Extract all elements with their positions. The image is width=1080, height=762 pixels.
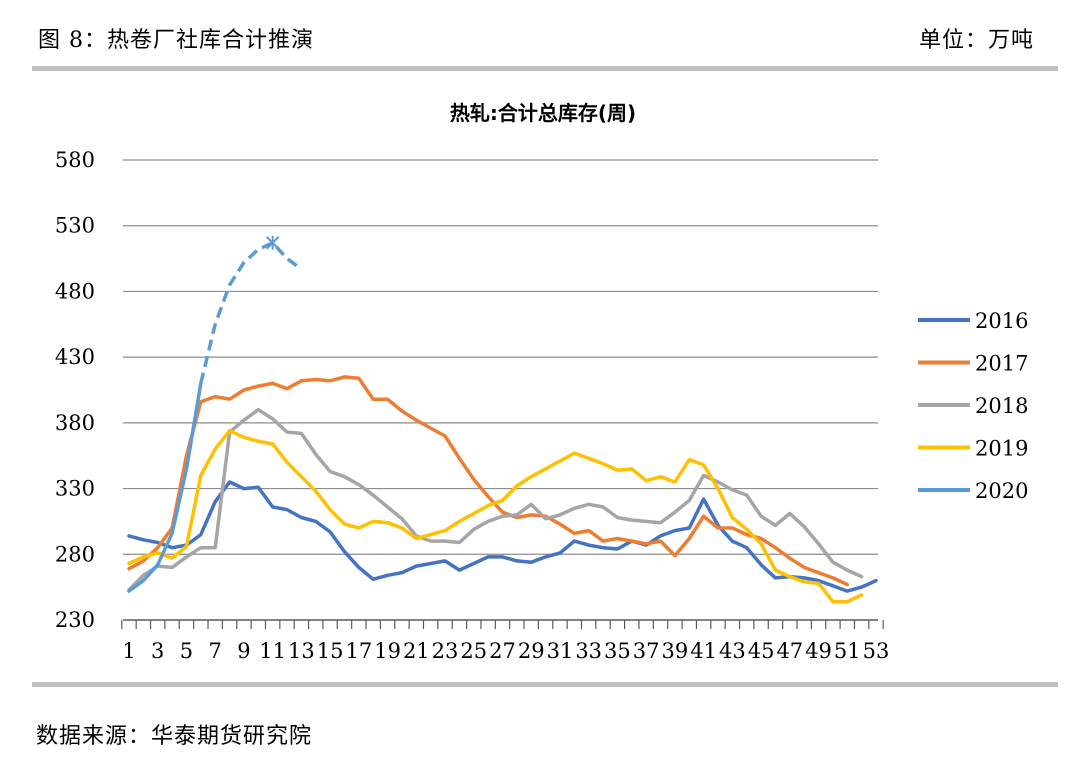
x-tick-label: 27 (489, 639, 516, 663)
legend-label-2017: 2017 (975, 352, 1028, 376)
x-tick-label: 33 (575, 639, 602, 663)
x-tick-label: 53 (863, 639, 890, 663)
legend-label-2020: 2020 (975, 479, 1028, 503)
x-tick-label: 5 (180, 639, 193, 663)
x-tick-label: 43 (719, 639, 746, 663)
x-tick-label: 49 (805, 639, 832, 663)
y-tick-label: 380 (55, 411, 95, 435)
x-tick-label: 9 (237, 639, 250, 663)
series-line-2020 (127, 381, 203, 593)
x-tick-label: 29 (518, 639, 545, 663)
x-tick-label: 1 (122, 639, 135, 663)
x-tick-label: 37 (633, 639, 660, 663)
x-tick-label: 47 (776, 639, 803, 663)
legend-label-2018: 2018 (975, 394, 1028, 418)
y-tick-label: 530 (55, 214, 95, 238)
figure-title: 图 8：热卷厂社库合计推演 (38, 28, 314, 53)
y-tick-label: 330 (55, 477, 95, 501)
x-tick-label: 7 (209, 639, 222, 663)
chart-title: 热轧:合计总库存(周) (450, 101, 636, 125)
series-line-2016 (127, 480, 878, 593)
x-tick-label: 39 (662, 639, 689, 663)
x-tick-label: 17 (345, 639, 372, 663)
x-tick-label: 15 (317, 639, 344, 663)
legend-label-2019: 2019 (975, 437, 1028, 461)
figure-unit: 单位：万吨 (918, 28, 1034, 53)
series-lines (127, 235, 878, 604)
x-tick-label: 41 (690, 639, 717, 663)
series-line-2018 (127, 407, 864, 592)
legend: 2016 2017 2018 2019 2020 (918, 309, 1028, 503)
figure-header: 图 8：热卷厂社库合计推演 单位：万吨 (32, 22, 1056, 58)
bottom-rule (32, 682, 1058, 687)
x-tick-label: 45 (748, 639, 775, 663)
x-tick-label: 11 (259, 639, 286, 663)
gridlines (123, 159, 878, 555)
y-axis: 230 280 330 380 430 480 530 580 (55, 148, 95, 632)
forecast-peak-marker (265, 235, 280, 250)
y-tick-label: 280 (55, 542, 95, 566)
x-tick-label: 23 (432, 639, 459, 663)
x-tick-label: 3 (151, 639, 164, 663)
x-tick-label: 13 (288, 639, 315, 663)
x-tick-label: 19 (374, 639, 401, 663)
y-tick-label: 480 (55, 279, 95, 303)
legend-label-2016: 2016 (975, 309, 1028, 333)
x-tick-label: 21 (403, 639, 430, 663)
figure-source: 数据来源：华泰期货研究院 (36, 724, 313, 749)
x-axis: 1 3 5 7 9 11 13 15 17 19 21 23 25 27 29 31 33 35 37 39 41 43 4… (121, 619, 890, 663)
x-tick-label: 25 (460, 639, 487, 663)
series-line-2017 (127, 375, 850, 587)
series-forecast-2020 (199, 241, 303, 384)
x-tick-label: 51 (834, 639, 861, 663)
y-tick-label: 230 (55, 608, 95, 632)
series-line-2019 (127, 428, 864, 604)
y-tick-label: 430 (55, 345, 95, 369)
y-tick-label: 580 (55, 148, 95, 172)
x-tick-label: 35 (604, 639, 631, 663)
x-tick-label: 31 (547, 639, 574, 663)
top-rule (32, 66, 1058, 71)
